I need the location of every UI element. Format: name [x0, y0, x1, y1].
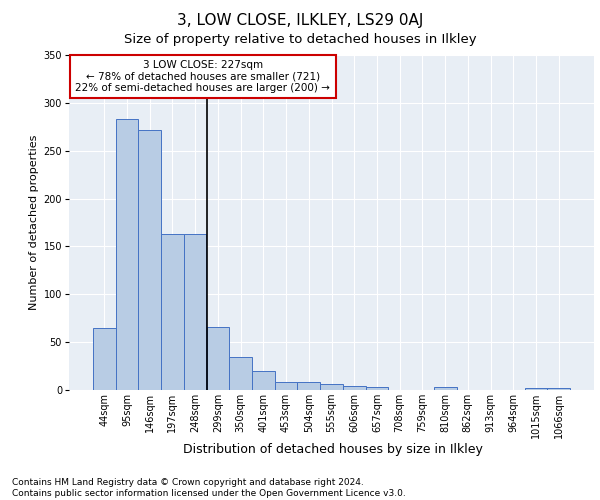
Bar — [93, 328, 116, 390]
Bar — [524, 388, 547, 390]
Bar — [252, 371, 275, 390]
Text: Distribution of detached houses by size in Ilkley: Distribution of detached houses by size … — [183, 442, 483, 456]
Bar — [298, 382, 320, 390]
Bar — [139, 130, 161, 390]
Text: Contains HM Land Registry data © Crown copyright and database right 2024.
Contai: Contains HM Land Registry data © Crown c… — [12, 478, 406, 498]
Bar — [275, 382, 298, 390]
Bar — [184, 234, 206, 390]
Bar — [434, 387, 457, 390]
Bar — [161, 234, 184, 390]
Text: 3, LOW CLOSE, ILKLEY, LS29 0AJ: 3, LOW CLOSE, ILKLEY, LS29 0AJ — [177, 12, 423, 28]
Bar — [320, 384, 343, 390]
Text: 3 LOW CLOSE: 227sqm
← 78% of detached houses are smaller (721)
22% of semi-detac: 3 LOW CLOSE: 227sqm ← 78% of detached ho… — [76, 60, 331, 93]
Bar — [229, 356, 252, 390]
Bar — [365, 387, 388, 390]
Bar — [343, 386, 365, 390]
Bar — [547, 388, 570, 390]
Text: Size of property relative to detached houses in Ilkley: Size of property relative to detached ho… — [124, 32, 476, 46]
Bar — [206, 327, 229, 390]
Y-axis label: Number of detached properties: Number of detached properties — [29, 135, 39, 310]
Bar — [116, 119, 139, 390]
